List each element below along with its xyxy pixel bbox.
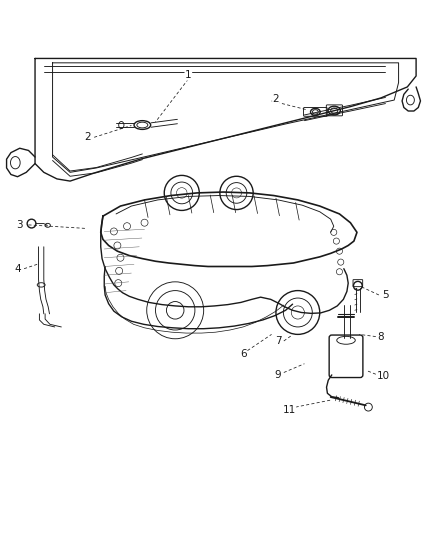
Text: 9: 9 [275,370,282,380]
Text: 5: 5 [382,290,389,300]
Text: 11: 11 [283,405,296,415]
Text: 1: 1 [185,70,192,80]
Text: 6: 6 [240,349,247,359]
FancyBboxPatch shape [329,335,363,377]
Text: 2: 2 [272,94,279,104]
Ellipse shape [137,122,148,128]
Circle shape [171,182,193,204]
Text: 3: 3 [16,220,23,230]
Ellipse shape [331,108,338,113]
Text: 2: 2 [84,132,91,142]
Text: 10: 10 [377,371,390,381]
Ellipse shape [313,110,318,114]
Circle shape [226,183,247,203]
Text: 7: 7 [275,336,282,346]
Text: 8: 8 [378,332,385,342]
Text: 4: 4 [14,264,21,273]
